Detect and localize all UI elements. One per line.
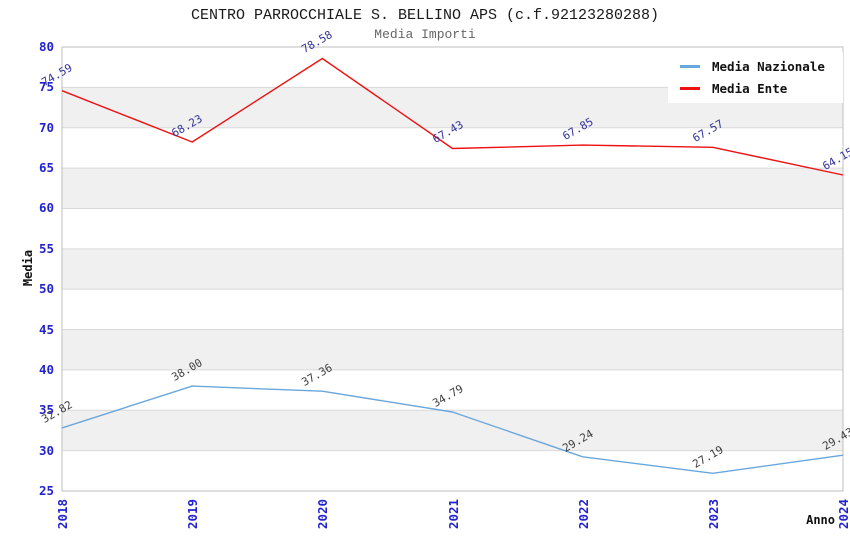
grid-band-gray [62, 168, 843, 209]
chart-subtitle: Media Importi [374, 27, 476, 42]
y-tick-label: 55 [38, 240, 54, 256]
y-tick-label: 60 [38, 200, 54, 216]
legend-label-ente: Media Ente [712, 81, 788, 96]
x-tick-label: 2020 [315, 498, 331, 530]
y-tick-label: 35 [38, 402, 54, 418]
y-tick-label: 40 [38, 361, 54, 377]
legend-item-media-nazionale: Media Nazionale [680, 59, 843, 74]
y-tick-label: 50 [38, 281, 54, 297]
series-line-media-nazionale [61, 385, 844, 474]
grid-band-gray [62, 248, 843, 290]
grid-band-gray [62, 410, 843, 451]
legend-label-nazionale: Media Nazionale [712, 59, 825, 74]
x-tick-label: 2022 [575, 498, 591, 530]
y-tick-label: 65 [38, 160, 54, 176]
legend-line-swatch-nazionale [680, 65, 700, 68]
y-tick-label: 45 [38, 321, 54, 337]
grid-band-white [62, 289, 843, 330]
x-tick-label: 2024 [836, 498, 850, 530]
chart-title: CENTRO PARROCCHIALE S. BELLINO APS (c.f.… [190, 7, 660, 24]
y-tick-label: 25 [38, 483, 54, 498]
x-tick-label: 2023 [705, 498, 721, 530]
x-tick-label: 2019 [185, 498, 201, 530]
grid-band-white [62, 450, 843, 491]
legend-line-swatch-ente [680, 87, 700, 90]
x-tick-label: 2018 [55, 498, 70, 530]
legend-item-media-ente: Media Ente [680, 81, 843, 96]
y-tick-label: 70 [38, 119, 54, 135]
series-line-media-ente [61, 57, 844, 176]
y-tick-label: 30 [38, 442, 54, 458]
x-tick-label: 2021 [445, 498, 461, 530]
legend: Media Nazionale Media Ente [668, 52, 843, 103]
plot-border [61, 46, 844, 492]
grid-band-gray [62, 329, 843, 370]
y-tick-label: 75 [38, 79, 54, 95]
grid-band-white [62, 208, 843, 249]
grid-band-white [62, 369, 843, 411]
x-axis-title: Anno [806, 513, 835, 527]
y-tick-label: 80 [38, 39, 54, 54]
